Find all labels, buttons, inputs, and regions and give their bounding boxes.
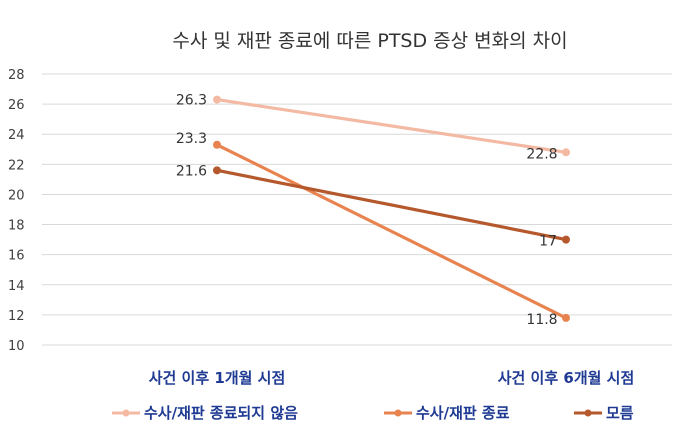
legend: 수사/재판 종료되지 않음 수사/재판 종료 모름 [112, 404, 634, 422]
x-axis-ticks: 사건 이후 1개월 시점 사건 이후 6개월 시점 [149, 369, 635, 387]
y-tick-label: 28 [8, 68, 25, 83]
legend-label: 수사/재판 종료되지 않음 [144, 404, 298, 422]
data-point [213, 166, 221, 175]
y-tick-label: 12 [8, 309, 25, 324]
legend-label: 수사/재판 종료 [416, 404, 510, 422]
data-point [562, 313, 570, 322]
legend-marker [584, 409, 592, 417]
data-point [213, 95, 221, 104]
y-tick-label: 14 [8, 279, 25, 294]
series-line [216, 98, 567, 154]
series-lines [213, 95, 570, 322]
data-label: 17 [539, 234, 557, 250]
data-label: 26.3 [176, 93, 207, 109]
x-tick-label: 사건 이후 6개월 시점 [498, 369, 635, 387]
y-tick-label: 16 [8, 249, 25, 264]
legend-marker [394, 409, 402, 417]
legend-marker [122, 409, 130, 417]
series-line [216, 168, 567, 242]
y-tick-label: 26 [8, 98, 25, 113]
x-tick-label: 사건 이후 1개월 시점 [149, 369, 286, 387]
data-label: 11.8 [526, 312, 557, 328]
y-tick-label: 24 [8, 128, 25, 143]
y-tick-label: 20 [8, 188, 25, 203]
data-point [562, 148, 570, 157]
data-label: 23.3 [176, 131, 207, 147]
data-point [213, 140, 221, 149]
legend-label: 모름 [606, 404, 634, 422]
series-line [216, 143, 567, 320]
y-tick-label: 10 [8, 339, 25, 354]
y-tick-label: 18 [8, 219, 25, 234]
y-axis-ticks: 10 12 14 16 18 20 22 24 26 28 [8, 68, 25, 354]
data-point [562, 235, 570, 244]
data-label: 22.8 [526, 146, 557, 162]
y-tick-label: 22 [8, 158, 25, 173]
gridlines [42, 73, 672, 346]
data-labels: 26.3 22.8 23.3 11.8 21.6 17 [176, 93, 558, 328]
data-label: 21.6 [176, 163, 207, 179]
chart-title: 수사 및 재판 종료에 따른 PTSD 증상 변화의 차이 [172, 30, 567, 52]
